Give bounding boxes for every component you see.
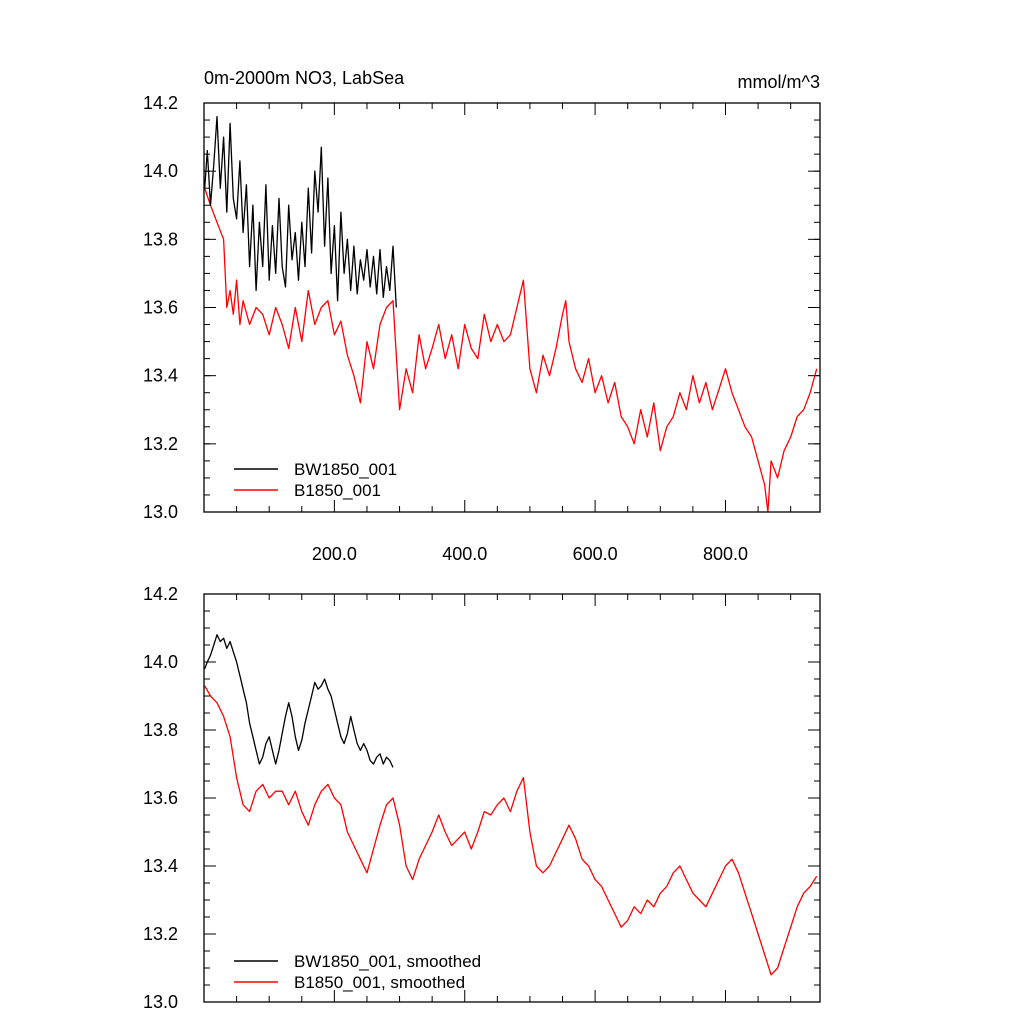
bottom-y-tick-label: 13.8 [143,720,178,740]
bottom-y-tick-label: 13.2 [143,924,178,944]
bottom-y-tick-label: 14.0 [143,652,178,672]
top-x-tick-label: 400.0 [442,544,487,564]
top-panel-units: mmol/m^3 [738,72,820,92]
top-panel-ticks [204,102,820,513]
bottom-panel-legend: BW1850_001, smoothed B1850_001, smoothed [234,952,481,992]
top-panel-legend: BW1850_001 B1850_001 [234,460,397,500]
bottom-legend-label-bw1850: BW1850_001, smoothed [294,952,481,971]
bottom-y-tick-label: 13.4 [143,856,178,876]
top-panel: 0m-2000m NO3, LabSea mmol/m^3 13.013.213… [143,68,821,564]
top-panel-frame [203,102,821,513]
top-panel-plot-area [204,115,818,513]
top-y-tick-label: 14.2 [143,93,178,113]
bottom-panel-y-tick-labels: 13.0 13.2 13.4 13.6 13.8 14.0 14.2 [143,584,178,1012]
bottom-y-tick-label: 13.0 [143,992,178,1012]
top-y-tick-label: 14.0 [143,161,178,181]
top-x-tick-label: 600.0 [573,544,618,564]
top-panel-title: 0m-2000m NO3, LabSea [204,68,405,88]
top-y-tick-label: 13.0 [143,502,178,522]
bottom-panel-frame [203,593,821,1003]
bottom-panel: 13.0 13.2 13.4 13.6 13.8 14.0 14.2 BW1850_001,… [143,584,821,1012]
top-y-tick-label: 13.2 [143,434,178,454]
bottom-y-tick-label: 13.6 [143,788,178,808]
top-panel-y-tick-labels: 13.0 13.2 13.4 13.6 13.8 14.0 14.2 [143,93,178,522]
bottom-series-b1850-001-smoothed [204,685,818,976]
top-x-tick-label: 200.0 [312,544,357,564]
bottom-legend-label-b1850: B1850_001, smoothed [294,973,465,992]
top-y-tick-label: 13.8 [143,229,178,249]
bottom-panel-plot-area [204,634,818,976]
top-series-b1850-001 [204,187,818,513]
bottom-y-tick-label: 14.2 [143,584,178,604]
top-series-bw1850-001 [204,115,397,308]
top-legend-label-bw1850: BW1850_001 [294,460,397,479]
top-legend-label-b1850: B1850_001 [294,481,381,500]
top-x-tick-label: 800.0 [703,544,748,564]
top-panel-x-tick-labels: 200.0 400.0 600.0 800.0 [312,544,748,564]
bottom-series-bw1850-001-smoothed [204,634,394,768]
top-y-tick-label: 13.4 [143,366,178,386]
top-y-tick-label: 13.6 [143,298,178,318]
